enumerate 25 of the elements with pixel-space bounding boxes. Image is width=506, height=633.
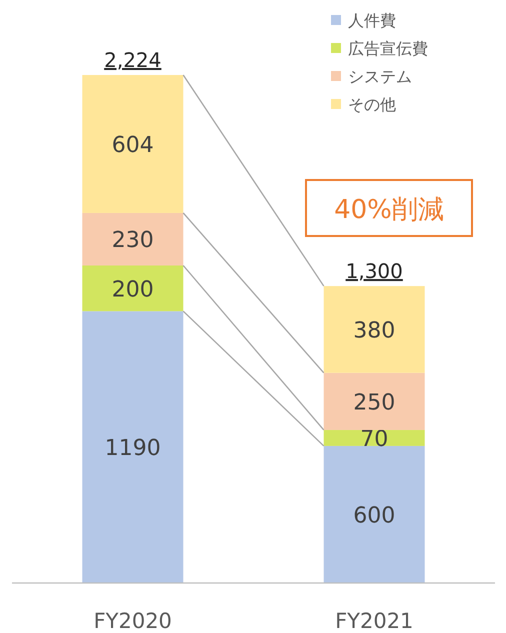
bar bbox=[324, 286, 425, 373]
bar bbox=[324, 430, 425, 446]
bar bbox=[82, 266, 184, 312]
data-label: 600 bbox=[353, 503, 396, 528]
bar bbox=[324, 446, 425, 583]
legend-label: 広告宣伝費 bbox=[348, 39, 428, 58]
bar bbox=[82, 75, 184, 213]
legend-label: その他 bbox=[348, 95, 396, 114]
legend-label: 人件費 bbox=[348, 11, 396, 30]
data-label: 200 bbox=[112, 277, 154, 302]
data-label: 230 bbox=[112, 228, 154, 254]
legend-label: システム bbox=[348, 67, 412, 86]
annotation: 40%削減 bbox=[334, 195, 444, 225]
bar bbox=[324, 372, 425, 430]
bar bbox=[82, 212, 184, 266]
bar bbox=[82, 311, 184, 583]
total-label: 1,300 bbox=[346, 259, 403, 284]
data-label: 604 bbox=[112, 132, 154, 158]
x-tick-label: FY2021 bbox=[335, 609, 414, 633]
data-label: 1190 bbox=[104, 436, 161, 462]
total-label: 2,224 bbox=[104, 48, 162, 72]
data-label: 380 bbox=[353, 318, 396, 344]
data-label: 70 bbox=[360, 426, 388, 452]
x-tick-label: FY2020 bbox=[94, 609, 172, 633]
data-label: 250 bbox=[353, 390, 396, 416]
